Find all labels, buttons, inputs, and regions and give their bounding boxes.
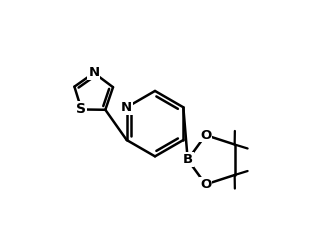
Text: B: B <box>183 153 193 166</box>
Text: S: S <box>77 102 86 116</box>
Text: O: O <box>200 178 211 191</box>
Text: O: O <box>200 128 211 142</box>
Text: N: N <box>121 101 132 114</box>
Text: N: N <box>88 66 100 79</box>
